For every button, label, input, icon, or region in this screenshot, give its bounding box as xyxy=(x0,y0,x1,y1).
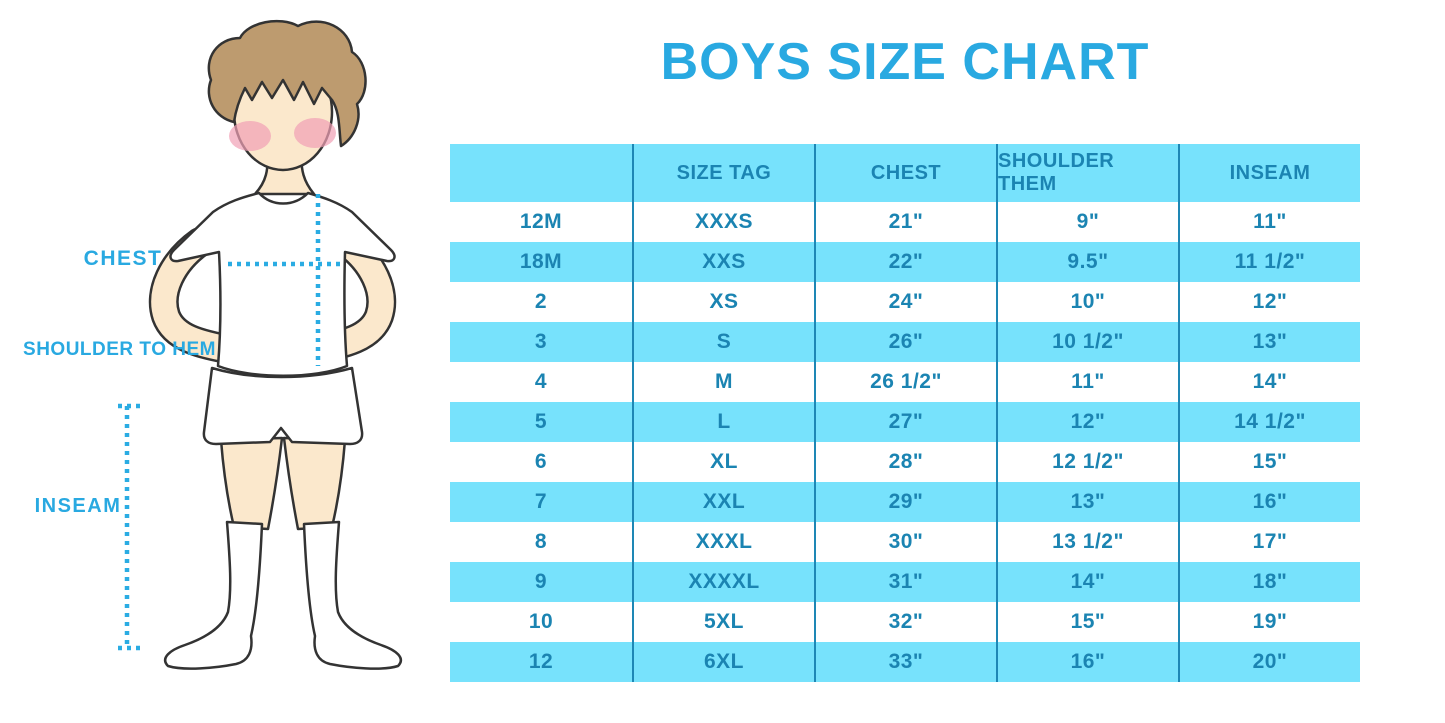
table-cell: 4 xyxy=(534,370,548,393)
table-row: 18M XXS 22" 9.5" 11 1/2" xyxy=(450,242,1360,282)
table-cell: 12 xyxy=(528,650,554,673)
table-cell: XL xyxy=(632,442,814,482)
table-cell: 12 1/2" xyxy=(996,442,1178,482)
table-row: 2 XS 24" 10" 12" xyxy=(450,282,1360,322)
table-cell: 11 1/2" xyxy=(1178,242,1360,282)
table-cell: 17" xyxy=(1178,522,1360,562)
table-header-row: SIZE TAG CHEST SHOULDER THEM INSEAM xyxy=(450,144,1360,202)
table-cell: 14" xyxy=(996,562,1178,602)
table-cell: 12M xyxy=(519,210,563,233)
table-cell: 28" xyxy=(814,442,996,482)
right-cheek xyxy=(294,118,336,148)
table-cell: 27" xyxy=(814,402,996,442)
column-header: CHEST xyxy=(814,144,996,202)
table-cell: 22" xyxy=(814,242,996,282)
table-cell: S xyxy=(632,322,814,362)
left-sock xyxy=(163,520,264,670)
table-cell: 19" xyxy=(1178,602,1360,642)
right-sock xyxy=(302,520,403,670)
table-cell: 5 xyxy=(534,410,548,433)
table-cell: 20" xyxy=(1178,642,1360,682)
table-row: 9 XXXXL 31" 14" 18" xyxy=(450,562,1360,602)
table-cell: 15" xyxy=(996,602,1178,642)
table-cell: 5XL xyxy=(632,602,814,642)
table-row: 12 6XL 33" 16" 20" xyxy=(450,642,1360,682)
table-cell: 7 xyxy=(534,490,548,513)
table-row: 7 XXL 29" 13" 16" xyxy=(450,482,1360,522)
table-cell: 15" xyxy=(1178,442,1360,482)
table-row: 8 XXXL 30" 13 1/2" 17" xyxy=(450,522,1360,562)
left-leg xyxy=(219,436,284,531)
table-cell: 26 1/2" xyxy=(814,362,996,402)
table-cell: 26" xyxy=(814,322,996,362)
right-leg xyxy=(282,436,347,531)
table-cell: 8 xyxy=(534,530,548,553)
table-row: 12M XXXS 21" 9" 11" xyxy=(450,202,1360,242)
table-cell: 30" xyxy=(814,522,996,562)
table-cell: 14 1/2" xyxy=(1178,402,1360,442)
table-cell: 9 xyxy=(534,570,548,593)
shoulder-to-hem-label: SHOULDER TO HEM xyxy=(23,339,216,360)
table-cell: 13" xyxy=(1178,322,1360,362)
table-cell: 21" xyxy=(814,202,996,242)
table-cell: XXS xyxy=(632,242,814,282)
column-header xyxy=(450,144,632,202)
table-cell: 6XL xyxy=(632,642,814,682)
column-header: SIZE TAG xyxy=(632,144,814,202)
shorts xyxy=(202,366,364,446)
size-table: SIZE TAG CHEST SHOULDER THEM INSEAM 12M XXXS… xyxy=(450,144,1360,682)
table-cell: 12" xyxy=(1178,282,1360,322)
table-row: 4 M 26 1/2" 11" 14" xyxy=(450,362,1360,402)
table-row: 6 XL 28" 12 1/2" 15" xyxy=(450,442,1360,482)
table-cell: 10" xyxy=(996,282,1178,322)
table-row: 5 L 27" 12" 14 1/2" xyxy=(450,402,1360,442)
table-cell: 11" xyxy=(996,362,1178,402)
table-cell: 10 1/2" xyxy=(996,322,1178,362)
table-cell: 13" xyxy=(996,482,1178,522)
table-cell: 16" xyxy=(1178,482,1360,522)
column-header: INSEAM xyxy=(1178,144,1360,202)
left-cheek xyxy=(229,121,271,151)
table-cell: 29" xyxy=(814,482,996,522)
column-header: SHOULDER THEM xyxy=(996,144,1178,202)
table-cell: 13 1/2" xyxy=(996,522,1178,562)
inseam-label: INSEAM xyxy=(34,495,122,517)
table-cell: 18M xyxy=(519,250,563,273)
table-cell: XXXS xyxy=(632,202,814,242)
table-cell: 9.5" xyxy=(996,242,1178,282)
table-cell: 16" xyxy=(996,642,1178,682)
table-cell: 33" xyxy=(814,642,996,682)
left-arm xyxy=(148,227,247,365)
page-title: BOYS SIZE CHART xyxy=(660,33,1150,91)
table-cell: 31" xyxy=(814,562,996,602)
table-cell: 9" xyxy=(996,202,1178,242)
hair xyxy=(207,19,367,148)
table-cell: XS xyxy=(632,282,814,322)
table-cell: 18" xyxy=(1178,562,1360,602)
table-body: 12M XXXS 21" 9" 11" 18M XXS 22" 9.5" 11 1/2" 2 XS 24… xyxy=(450,202,1360,682)
table-cell: M xyxy=(632,362,814,402)
table-cell: 14" xyxy=(1178,362,1360,402)
table-cell: 3 xyxy=(534,330,548,353)
table-row: 10 5XL 32" 15" 19" xyxy=(450,602,1360,642)
boy-measurement-illustration xyxy=(118,19,403,670)
table-cell: 10 xyxy=(528,610,554,633)
table-cell: 32" xyxy=(814,602,996,642)
chest-label: CHEST xyxy=(83,247,163,270)
table-cell: 2 xyxy=(534,290,548,313)
t-shirt xyxy=(169,191,396,377)
table-cell: L xyxy=(632,402,814,442)
table-cell: XXXXL xyxy=(632,562,814,602)
table-cell: 6 xyxy=(534,450,548,473)
table-cell: 24" xyxy=(814,282,996,322)
table-row: 3 S 26" 10 1/2" 13" xyxy=(450,322,1360,362)
table-cell: 12" xyxy=(996,402,1178,442)
table-cell: XXXL xyxy=(632,522,814,562)
table-cell: 11" xyxy=(1178,202,1360,242)
table-cell: XXL xyxy=(632,482,814,522)
